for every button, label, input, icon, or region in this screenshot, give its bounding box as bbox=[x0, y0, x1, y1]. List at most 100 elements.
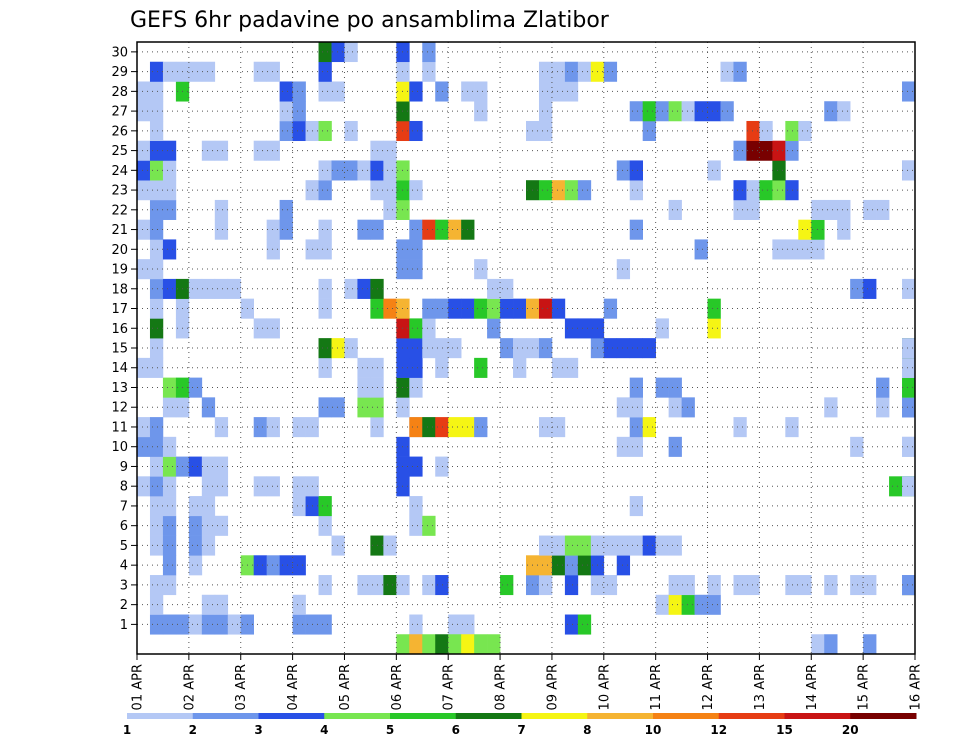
heatmap-cell bbox=[422, 61, 436, 82]
heatmap-cell bbox=[538, 298, 553, 319]
colorbar: 1 2 3 4 5 6 7 8 10 12 15 20 bbox=[123, 713, 917, 737]
heatmap-cell bbox=[266, 219, 280, 240]
x-tick-label: 08 APR bbox=[494, 664, 509, 710]
heatmap-cell bbox=[188, 278, 203, 299]
heatmap-cell bbox=[564, 575, 579, 596]
heatmap-cell bbox=[487, 298, 501, 319]
heatmap-cell bbox=[318, 278, 332, 299]
heatmap-cell bbox=[668, 575, 682, 596]
heatmap-cell bbox=[357, 219, 371, 240]
heatmap-cell bbox=[603, 535, 618, 556]
heatmap-cell bbox=[474, 634, 488, 655]
heatmap-cell bbox=[409, 456, 423, 477]
heatmap-cell bbox=[707, 318, 721, 339]
heatmap-cell bbox=[396, 634, 410, 655]
heatmap-cell bbox=[149, 278, 164, 299]
heatmap-cell bbox=[188, 555, 203, 576]
y-tick-label: 7 bbox=[120, 499, 128, 514]
heatmap-cell bbox=[513, 298, 527, 319]
heatmap-cell bbox=[344, 338, 358, 359]
heatmap-cell bbox=[629, 417, 643, 438]
heatmap-cell bbox=[538, 338, 553, 359]
heatmap-cell bbox=[603, 298, 618, 319]
heatmap-cell bbox=[409, 496, 423, 517]
heatmap-cell bbox=[785, 239, 799, 260]
heatmap-cell bbox=[422, 219, 436, 240]
heatmap-cell bbox=[266, 140, 280, 161]
heatmap-cell bbox=[214, 456, 229, 477]
heatmap-cell bbox=[201, 594, 216, 615]
y-tick-label: 4 bbox=[120, 559, 128, 574]
heatmap-cell bbox=[564, 357, 579, 378]
heatmap-cell bbox=[318, 496, 332, 517]
heatmap-cell bbox=[149, 199, 164, 220]
y-tick-label: 6 bbox=[120, 519, 128, 534]
heatmap-cell bbox=[201, 496, 216, 517]
colorbar-swatch bbox=[653, 713, 720, 719]
heatmap-cell bbox=[889, 476, 903, 497]
heatmap-cell bbox=[292, 120, 306, 142]
heatmap-cell bbox=[266, 555, 280, 576]
heatmap-cell bbox=[538, 180, 553, 201]
heatmap-cell bbox=[798, 239, 812, 260]
heatmap-cell bbox=[422, 42, 436, 63]
heatmap-cell bbox=[357, 160, 371, 181]
x-tick-label: 04 APR bbox=[286, 664, 301, 710]
y-tick-label: 13 bbox=[111, 381, 128, 396]
heatmap-cell bbox=[668, 199, 682, 220]
heatmap-cell bbox=[188, 515, 203, 536]
y-tick-label: 8 bbox=[120, 480, 128, 495]
colorbar-label: 2 bbox=[189, 723, 197, 737]
heatmap-cell bbox=[149, 120, 164, 142]
heatmap-cell bbox=[149, 456, 164, 477]
heatmap-cell bbox=[577, 555, 592, 576]
heatmap-cell bbox=[188, 61, 203, 82]
heatmap-cell bbox=[681, 594, 695, 615]
heatmap-cell bbox=[137, 101, 151, 122]
heatmap-cell bbox=[318, 575, 332, 596]
heatmap-cell bbox=[707, 160, 721, 181]
heatmap-cell bbox=[746, 180, 760, 201]
heatmap-cell bbox=[162, 140, 177, 161]
y-tick-label: 9 bbox=[120, 460, 128, 475]
y-tick-label: 30 bbox=[111, 45, 128, 60]
heatmap-cell bbox=[149, 318, 164, 339]
heatmap-cell bbox=[201, 614, 216, 635]
heatmap-cell bbox=[564, 180, 579, 201]
heatmap-cell bbox=[331, 535, 345, 556]
heatmap-cell bbox=[331, 397, 345, 418]
heatmap-cell bbox=[902, 160, 916, 181]
heatmap-cell bbox=[616, 259, 631, 280]
heatmap-cell bbox=[629, 160, 643, 181]
heatmap-cell bbox=[137, 476, 151, 497]
heatmap-cell bbox=[162, 476, 177, 497]
colorbar-swatch bbox=[192, 713, 259, 719]
heatmap-cell bbox=[538, 555, 553, 576]
heatmap-cell bbox=[292, 555, 306, 576]
colorbar-swatch bbox=[455, 713, 522, 719]
heatmap-cell bbox=[201, 515, 216, 536]
heatmap-cell bbox=[538, 417, 553, 438]
heatmap-cell bbox=[201, 397, 216, 418]
heatmap-cell bbox=[409, 219, 423, 240]
heatmap-cell bbox=[746, 140, 760, 161]
heatmap-cell bbox=[344, 160, 358, 181]
heatmap-cell bbox=[422, 634, 436, 655]
heatmap-cell bbox=[629, 180, 643, 201]
heatmap-cell bbox=[902, 338, 916, 359]
heatmap-cell bbox=[538, 101, 553, 122]
heatmap-cell bbox=[850, 575, 864, 596]
heatmap-cell bbox=[616, 436, 631, 457]
heatmap-cell bbox=[214, 140, 229, 161]
heatmap-cell bbox=[902, 357, 916, 378]
x-tick-label: 14 APR bbox=[805, 664, 820, 710]
heatmap-cell bbox=[902, 575, 916, 596]
x-tick-label: 11 APR bbox=[649, 664, 664, 710]
y-tick-label: 10 bbox=[111, 440, 128, 455]
heatmap-cell bbox=[279, 101, 293, 122]
heatmap-cell bbox=[149, 357, 164, 378]
heatmap-cell bbox=[837, 199, 851, 220]
heatmap-cell bbox=[149, 436, 164, 457]
heatmap-cell bbox=[162, 199, 177, 220]
heatmap-cell bbox=[214, 614, 229, 635]
